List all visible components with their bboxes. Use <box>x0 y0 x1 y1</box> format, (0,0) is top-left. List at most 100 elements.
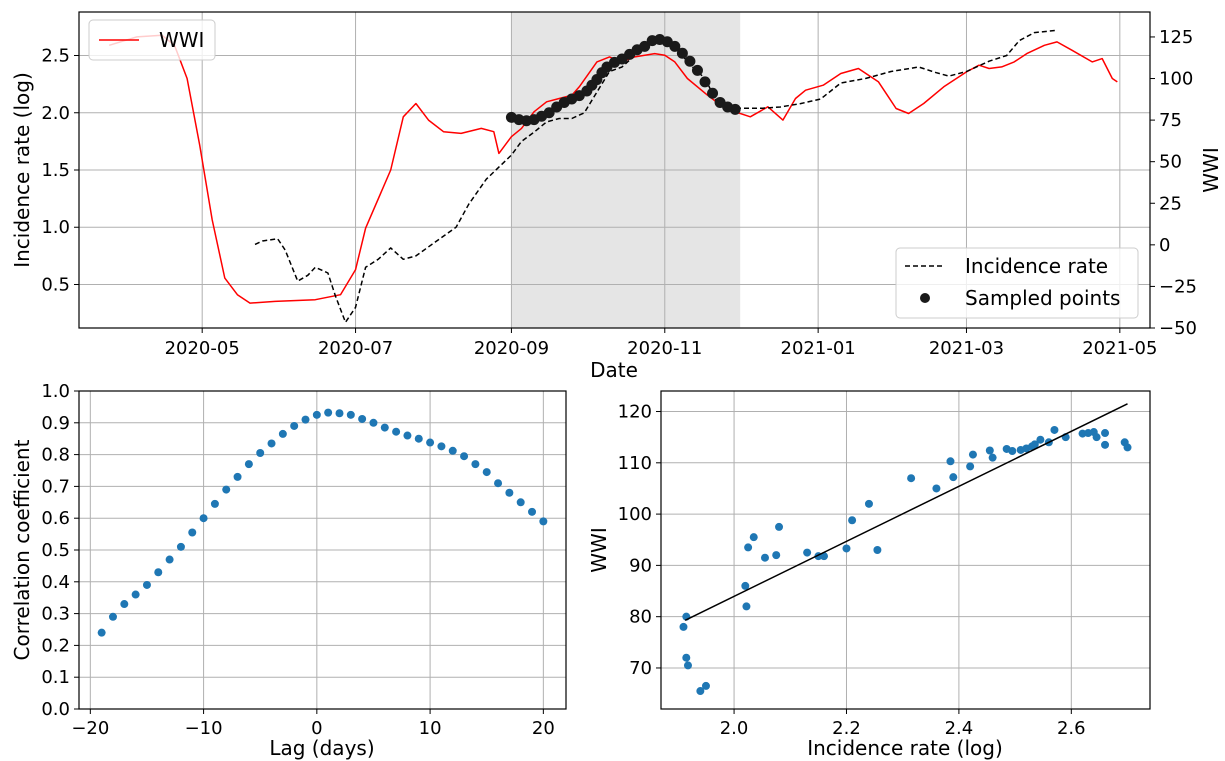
correlation-points <box>97 408 548 637</box>
scatter-point <box>966 462 975 471</box>
correlation-point <box>154 568 163 577</box>
correlation-point <box>505 488 514 497</box>
scatter-point <box>772 551 781 560</box>
scatter-point <box>749 533 758 542</box>
x-tick-label: −20 <box>71 718 109 739</box>
correlation-point <box>539 517 548 526</box>
scatter-point <box>1050 425 1059 434</box>
legend-wwi-label: WWI <box>159 28 204 52</box>
scatter-point <box>1101 429 1110 438</box>
y-tick-label: 0.4 <box>41 572 70 593</box>
bottom-left-y-ticks: 0.0 0.1 0.2 0.3 0.4 0.5 0.6 0.7 0.8 0.9 1.0 <box>41 381 79 720</box>
incidence-line <box>254 29 1058 324</box>
scatter-point <box>873 546 882 554</box>
y-tick-label: 0.0 <box>41 699 70 720</box>
x-tick-label: 0 <box>311 718 322 739</box>
correlation-point <box>346 410 355 419</box>
scatter-point <box>742 602 751 611</box>
scatter-point <box>1092 433 1101 442</box>
y-tick-label: 0.3 <box>41 604 70 625</box>
scatter-point <box>988 453 997 462</box>
scatter-point <box>1036 435 1045 444</box>
correlation-point <box>233 472 242 481</box>
scatter-point <box>744 543 753 552</box>
correlation-point <box>267 439 276 448</box>
x-tick-label: 2.2 <box>832 718 861 739</box>
correlation-point <box>108 612 117 621</box>
x-tick-label: 2020-05 <box>165 338 240 359</box>
bottom-right-gridlines <box>661 391 1150 709</box>
right-y-tick-label: 0 <box>1159 235 1170 256</box>
y-tick-label: 1.0 <box>41 217 70 238</box>
correlation-point <box>176 542 185 551</box>
right-y-tick-label: 50 <box>1159 152 1182 173</box>
bottom-right-y-axis-label: WWI <box>587 527 611 572</box>
bottom-right-y-ticks: 70 80 90 100 110 120 <box>618 402 661 679</box>
correlation-point <box>256 449 265 458</box>
correlation-point <box>460 452 469 461</box>
top-right-y-ticks: −50 −25 0 25 50 75 100 125 <box>1150 27 1197 339</box>
sampled-point <box>684 55 696 67</box>
scatter-point <box>848 516 857 525</box>
wwi-vs-incidence-points <box>679 425 1132 696</box>
y-tick-label: 0.2 <box>41 635 70 656</box>
legend-sampled-label: Sampled points <box>965 286 1120 310</box>
x-tick-label: −10 <box>185 718 223 739</box>
correlation-point <box>165 555 174 564</box>
y-tick-label: 80 <box>629 607 652 628</box>
scatter-point <box>682 653 691 662</box>
sampled-point <box>676 47 688 59</box>
scatter-point <box>683 661 692 670</box>
top-x-ticks: 2020-05 2020-07 2020-09 2020-11 2021-01 2021-… <box>165 328 1157 359</box>
correlation-point <box>301 415 310 424</box>
y-tick-label: 1.0 <box>41 381 70 402</box>
y-tick-label: 90 <box>629 555 652 576</box>
legend-incidence: Incidence rate Sampled points <box>895 247 1139 319</box>
legend-wwi: WWI <box>88 19 216 61</box>
y-tick-label: 0.5 <box>41 274 70 295</box>
correlation-point <box>131 590 140 599</box>
regression-line <box>684 403 1128 621</box>
sampled-point <box>639 40 651 52</box>
sampled-point <box>707 87 719 99</box>
right-y-tick-label: 125 <box>1159 27 1193 48</box>
correlation-point <box>142 580 151 589</box>
bottom-left-x-ticks: −20 −10 0 10 20 <box>71 709 555 739</box>
scatter-point <box>949 473 958 482</box>
x-tick-label: 2020-07 <box>318 338 393 359</box>
correlation-point <box>199 514 208 523</box>
bottom-right-x-axis-label: Incidence rate (log) <box>807 736 1003 760</box>
correlation-point <box>278 429 287 438</box>
scatter-point <box>907 474 916 483</box>
correlation-point <box>528 507 537 516</box>
correlation-point <box>516 498 525 507</box>
x-tick-label: 2.6 <box>1057 718 1086 739</box>
right-y-tick-label: 75 <box>1159 110 1182 131</box>
bottom-right-panel: 2.0 2.2 2.4 2.6 70 80 90 100 110 120 Incidence r… <box>587 390 1151 760</box>
scatter-point <box>803 548 812 557</box>
scatter-point <box>820 552 828 561</box>
sampled-points-series <box>505 33 741 127</box>
correlation-point <box>210 499 219 508</box>
x-tick-label: 10 <box>419 718 442 739</box>
y-tick-label: 1.5 <box>41 160 70 181</box>
correlation-point <box>222 485 231 494</box>
correlation-point <box>290 421 299 430</box>
scatter-point <box>842 544 851 553</box>
x-tick-label: 2.0 <box>720 718 749 739</box>
y-tick-label: 2.0 <box>41 103 70 124</box>
correlation-point <box>482 468 491 477</box>
x-tick-label: 2020-09 <box>474 338 549 359</box>
scatter-point <box>932 484 941 493</box>
y-tick-label: 0.5 <box>41 540 70 561</box>
x-tick-label: 2021-03 <box>929 338 1004 359</box>
scatter-point <box>968 450 977 459</box>
y-tick-label: 0.1 <box>41 667 70 688</box>
bottom-right-plot-frame <box>660 390 1151 710</box>
y-tick-label: 110 <box>618 453 652 474</box>
scatter-point <box>1123 443 1132 452</box>
x-tick-label: 20 <box>532 718 555 739</box>
correlation-point <box>244 460 253 469</box>
top-left-y-ticks: 0.5 1.0 1.5 2.0 2.5 <box>41 46 79 295</box>
correlation-point <box>97 628 106 637</box>
